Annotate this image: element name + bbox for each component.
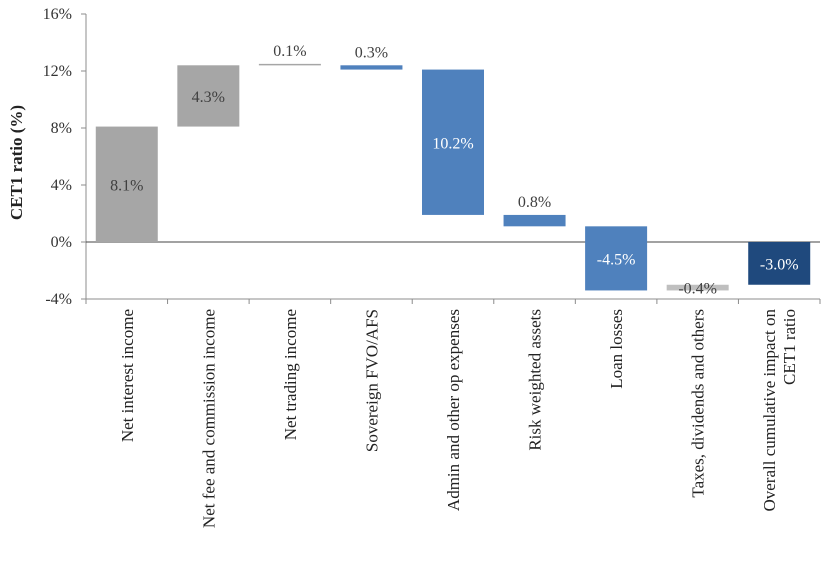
waterfall-bar <box>666 284 729 291</box>
data-labels: 8.1% 4.3% 0.1% 0.3% 10.2% 0.8% -4.5% -0.4% -3.0% <box>110 43 798 298</box>
waterfall-bar <box>258 63 321 66</box>
bar-value-label: 8.1% <box>110 177 143 194</box>
waterfall-bar <box>748 242 811 285</box>
bar-value-label: 10.2% <box>432 135 473 152</box>
waterfall-bar <box>422 69 484 215</box>
waterfall-bar <box>585 226 648 291</box>
x-category-label: Admin and other op expenses <box>444 309 463 511</box>
x-category-label: Overall cumulative impact on <box>760 309 779 512</box>
bar-value-label: -4.5% <box>597 251 636 268</box>
bar-value-label: 0.3% <box>355 44 388 61</box>
waterfall-bar <box>503 214 566 227</box>
bar-value-label: -3.0% <box>760 256 799 273</box>
x-category-label: Risk weighted assets <box>526 309 545 451</box>
x-category-label: Loan losses <box>607 309 626 389</box>
x-category-label: Net fee and commission income <box>199 309 218 528</box>
x-category-label: CET1 ratio <box>780 309 799 385</box>
waterfall-bar <box>340 65 403 70</box>
y-tick-labels: -4% 0% 4% 8% 12% 16% <box>43 6 72 308</box>
x-category-label: Net interest income <box>118 309 137 442</box>
y-tick-label: 4% <box>51 177 72 194</box>
bar-value-label: -0.4% <box>678 281 717 298</box>
bar-value-label: 0.1% <box>273 43 306 60</box>
x-category-label: Net trading income <box>281 309 300 440</box>
y-tick-label: 16% <box>43 6 72 23</box>
y-tick-label: 8% <box>51 120 72 137</box>
category-labels: Net interest income Net fee and commissio… <box>118 309 799 529</box>
bars <box>95 63 811 291</box>
y-tick-label: -4% <box>45 291 72 308</box>
waterfall-bar <box>177 65 240 127</box>
bar-value-label: 4.3% <box>192 89 225 106</box>
y-axis-title: CET1 ratio (%) <box>7 105 26 220</box>
y-tick-label: 0% <box>51 234 72 251</box>
x-category-label: Sovereign FVO/AFS <box>362 309 381 452</box>
x-category-label: Taxes, dividends and others <box>689 309 708 498</box>
y-tick-label: 12% <box>43 63 72 80</box>
axes <box>81 13 821 304</box>
waterfall-bar <box>95 126 158 242</box>
bar-value-label: 0.8% <box>518 194 551 211</box>
